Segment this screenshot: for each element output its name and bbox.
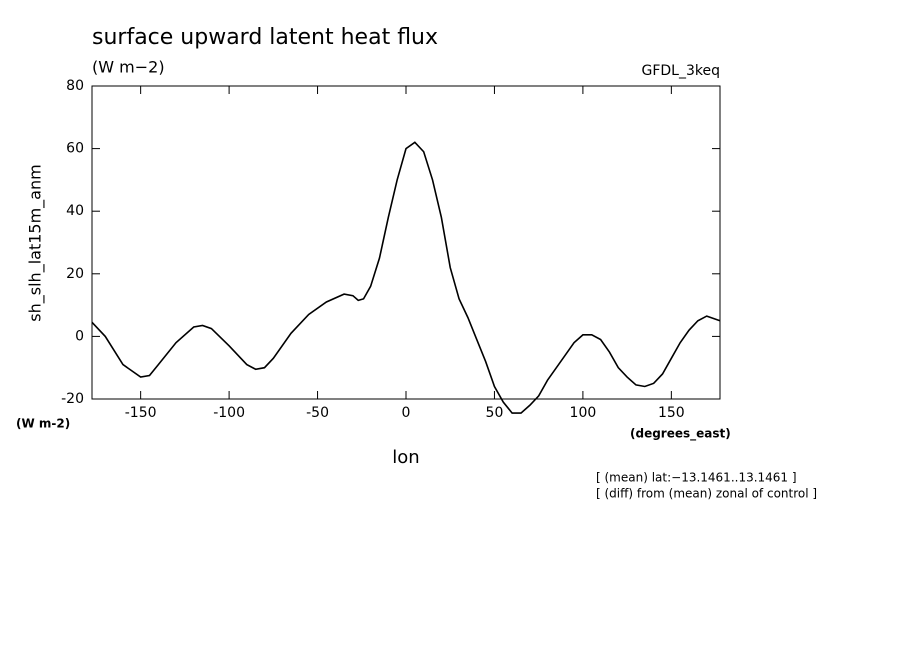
y-tick-label: 80: [66, 78, 84, 94]
y-tick-label: 40: [66, 203, 84, 219]
annotation: [ (diff) from (mean) zonal of control ]: [596, 487, 817, 501]
dataset-label: GFDL_3keq: [642, 63, 721, 79]
x-tick-label: -150: [125, 405, 157, 421]
plot-frame: [91, 85, 721, 400]
annotation: [ (mean) lat:−13.1461..13.1461 ]: [596, 471, 797, 485]
y-axis-label: sh_slh_lat15m_anm: [26, 164, 46, 321]
x-tick-label: 100: [570, 405, 597, 421]
x-tick-label: 0: [402, 405, 411, 421]
y-tick-label: 60: [66, 141, 84, 157]
x-units: (degrees_east): [630, 427, 731, 442]
y-units: (W m-2): [16, 417, 70, 431]
x-axis-label: lon: [392, 447, 419, 468]
x-tick-label: -50: [306, 405, 329, 421]
chart-title: surface upward latent heat flux: [92, 25, 438, 50]
y-tick-label: 0: [75, 328, 84, 344]
x-tick-label: 150: [658, 405, 685, 421]
y-tick-label: -20: [61, 391, 84, 407]
line: [91, 141, 721, 414]
chart-subtitle: (W m−2): [92, 58, 165, 77]
x-tick-label: 50: [486, 405, 504, 421]
x-tick-label: -100: [213, 405, 245, 421]
y-tick-label: 20: [66, 266, 84, 282]
